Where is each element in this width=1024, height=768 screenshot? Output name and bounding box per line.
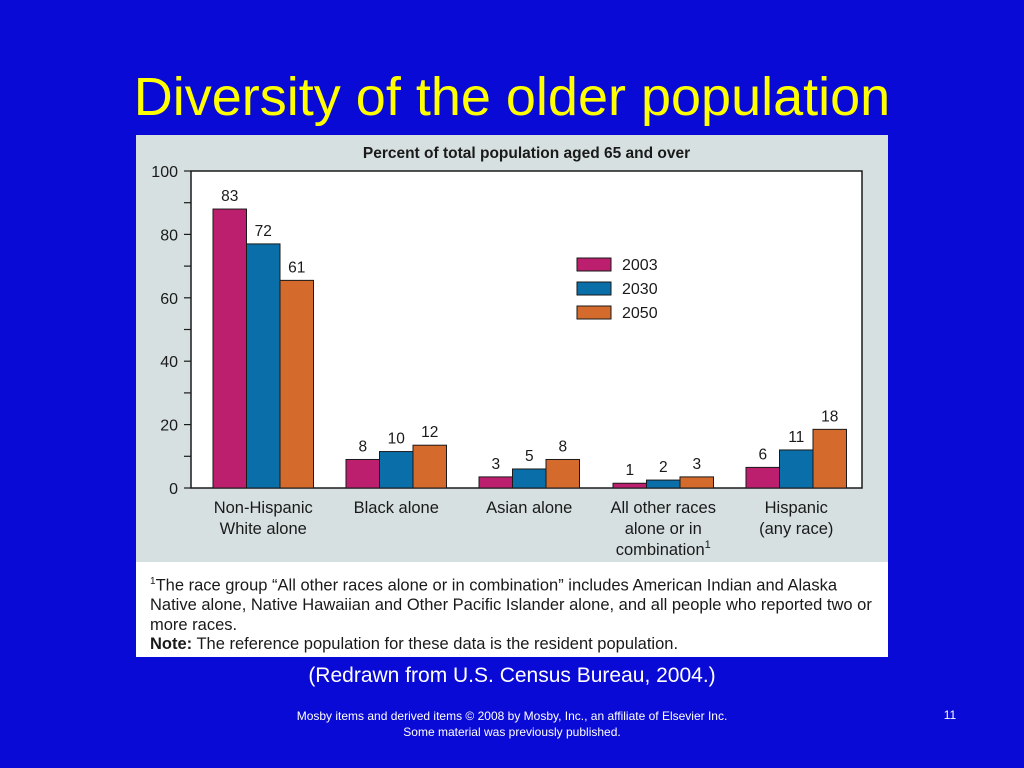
y-tick-label: 60 bbox=[160, 291, 178, 308]
bar-2003-0 bbox=[212, 208, 247, 489]
data-label: 18 bbox=[821, 408, 838, 425]
x-category-label: Hispanic bbox=[765, 499, 828, 517]
bar-2030-3 bbox=[646, 479, 681, 489]
bar-2050-1 bbox=[412, 444, 447, 489]
x-category-label: combination1 bbox=[616, 539, 711, 559]
credit-line-1: Mosby items and derived items © 2008 by … bbox=[296, 709, 728, 723]
bar-2003-2 bbox=[478, 476, 513, 489]
legend-label-2003: 2003 bbox=[622, 257, 658, 274]
footnote-text: The race group “All other races alone or… bbox=[150, 576, 872, 634]
bar-chart: Percent of total population aged 65 and … bbox=[151, 145, 863, 559]
data-label: 11 bbox=[788, 429, 804, 446]
bar-2030-4 bbox=[779, 449, 814, 489]
x-category-label: All other races bbox=[611, 499, 716, 517]
data-label: 10 bbox=[388, 431, 406, 448]
footnote-marker: 1 bbox=[150, 576, 156, 587]
x-category-label: (any race) bbox=[759, 520, 833, 538]
chart-footnote: 1The race group “All other races alone o… bbox=[150, 572, 880, 655]
copyright-credit: Mosby items and derived items © 2008 by … bbox=[212, 708, 812, 740]
bar-2050-3 bbox=[679, 476, 714, 489]
bar-2050-0 bbox=[279, 279, 314, 489]
data-label: 8 bbox=[558, 438, 567, 455]
slide-number: 11 bbox=[943, 708, 957, 722]
legend-swatch-2050 bbox=[576, 305, 612, 320]
data-label: 3 bbox=[692, 456, 701, 473]
note-text: The reference population for these data … bbox=[192, 635, 679, 653]
x-category-label: alone or in bbox=[625, 520, 702, 538]
y-tick-label: 20 bbox=[160, 418, 178, 435]
data-label: 1 bbox=[625, 462, 634, 479]
x-category-label: Non-Hispanic bbox=[214, 499, 313, 517]
y-tick-label: 100 bbox=[151, 164, 178, 181]
data-label: 2 bbox=[659, 459, 668, 476]
data-label: 12 bbox=[421, 424, 438, 441]
chart-figure: Percent of total population aged 65 and … bbox=[136, 135, 888, 657]
legend-label-2050: 2050 bbox=[622, 305, 658, 322]
bar-2030-1 bbox=[379, 451, 414, 489]
bar-2003-1 bbox=[345, 458, 380, 489]
bar-2003-4 bbox=[745, 466, 780, 489]
data-label: 61 bbox=[288, 259, 305, 276]
bar-2003-3 bbox=[612, 482, 647, 489]
note-label: Note: bbox=[150, 635, 193, 653]
y-tick-label: 40 bbox=[160, 354, 178, 371]
data-label: 8 bbox=[358, 438, 367, 455]
data-label: 6 bbox=[758, 446, 767, 463]
bar-2050-2 bbox=[545, 458, 580, 489]
x-category-label: Black alone bbox=[354, 499, 439, 517]
legend-swatch-2030 bbox=[576, 281, 612, 296]
slide-title: Diversity of the older population bbox=[133, 67, 891, 127]
bar-2030-2 bbox=[512, 468, 547, 489]
data-label: 3 bbox=[491, 456, 500, 473]
chart-title: Percent of total population aged 65 and … bbox=[363, 145, 690, 162]
bar-2050-4 bbox=[812, 428, 847, 489]
y-tick-label: 80 bbox=[160, 227, 178, 244]
source-citation: (Redrawn from U.S. Census Bureau, 2004.) bbox=[308, 664, 716, 687]
legend-swatch-2003 bbox=[576, 257, 612, 272]
data-label: 83 bbox=[221, 188, 238, 205]
data-label: 5 bbox=[525, 448, 534, 465]
x-category-label: White alone bbox=[220, 520, 307, 538]
data-label: 72 bbox=[255, 223, 272, 240]
y-tick-label: 0 bbox=[169, 481, 178, 498]
credit-line-2: Some material was previously published. bbox=[403, 725, 621, 739]
bar-2030-0 bbox=[246, 243, 281, 489]
category-superscript: 1 bbox=[705, 539, 711, 551]
legend-label-2030: 2030 bbox=[622, 281, 658, 298]
x-category-label: Asian alone bbox=[486, 499, 572, 517]
chart-panel: Percent of total population aged 65 and … bbox=[136, 135, 888, 562]
